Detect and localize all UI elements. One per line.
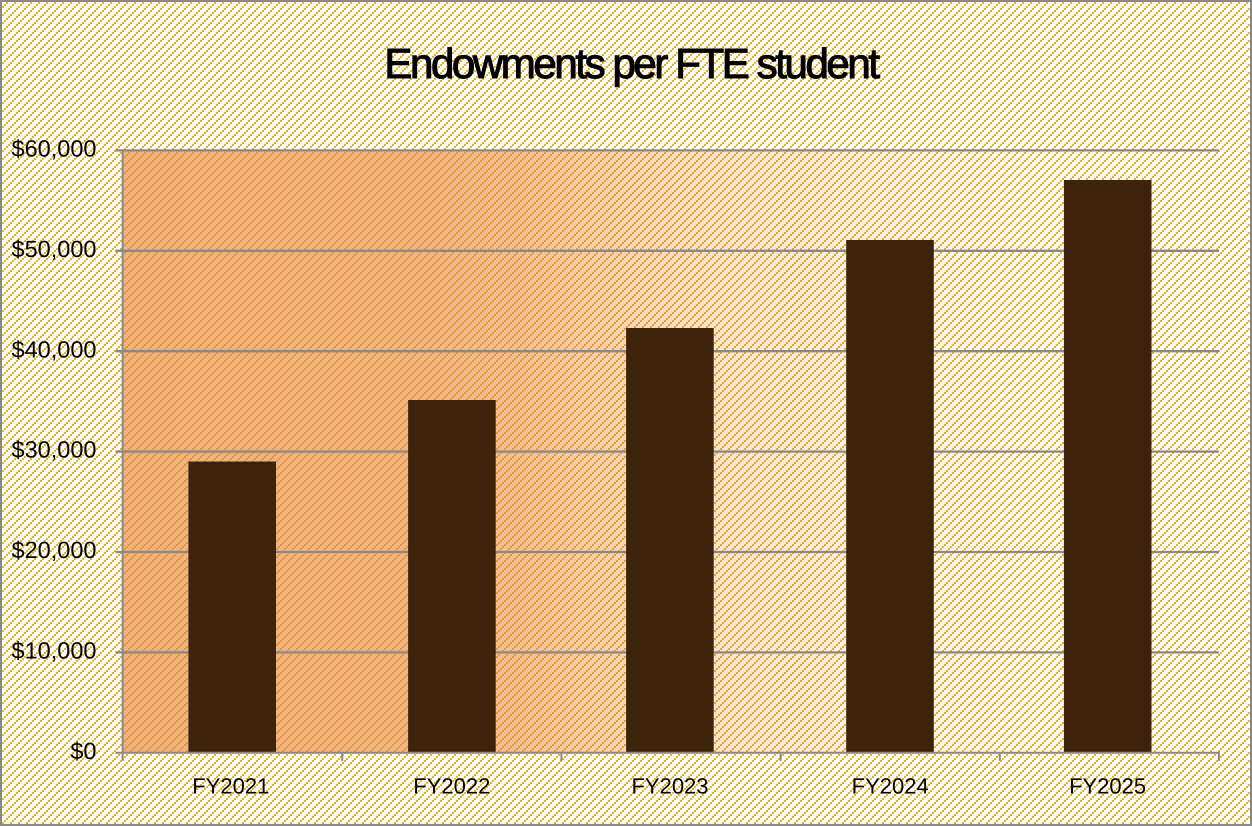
svg-text:FY2023: FY2023: [631, 774, 708, 799]
svg-text:$20,000: $20,000: [12, 537, 97, 563]
svg-text:FY2024: FY2024: [852, 774, 929, 799]
svg-text:Endowments per FTE student: Endowments per FTE student: [384, 40, 880, 87]
svg-text:FY2022: FY2022: [413, 774, 490, 799]
svg-text:$30,000: $30,000: [12, 437, 97, 463]
svg-text:$10,000: $10,000: [12, 638, 97, 664]
svg-text:$50,000: $50,000: [12, 236, 97, 262]
svg-text:$60,000: $60,000: [12, 136, 97, 162]
svg-text:$40,000: $40,000: [12, 336, 97, 362]
svg-text:FY2021: FY2021: [192, 774, 269, 799]
svg-text:$0: $0: [70, 738, 96, 764]
svg-text:FY2025: FY2025: [1069, 774, 1146, 799]
